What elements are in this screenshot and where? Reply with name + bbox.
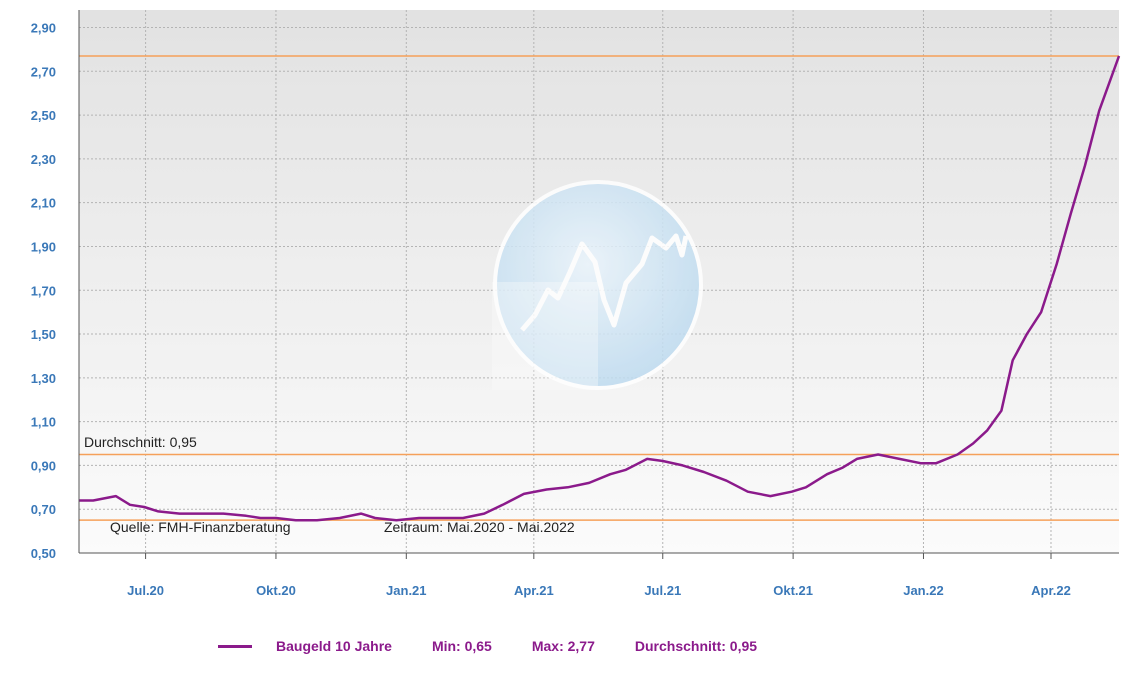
reference-lines (79, 55, 1119, 521)
legend-max: Max: 2,77 (531, 638, 595, 654)
y-tick-label: 0,70 (31, 502, 56, 517)
y-tick-label: 2,90 (31, 21, 56, 36)
watermark-notch (492, 282, 598, 390)
series-line-baugeld-10-jahre (79, 55, 1121, 522)
y-tick-label: 0,90 (31, 458, 56, 473)
y-tick-label: 0,50 (31, 546, 56, 561)
y-tick-label: 1,50 (31, 327, 56, 342)
legend-series-label: Baugeld 10 Jahre (276, 638, 392, 654)
period-annotation: Zeitraum: Mai.2020 - Mai.2022 (384, 519, 575, 535)
x-tick-label: Apr.21 (514, 583, 554, 598)
y-tick-label: 1,30 (31, 371, 56, 386)
legend-average: Durchschnitt: 0,95 (634, 638, 758, 654)
y-tick-label: 1,10 (31, 415, 56, 430)
y-tick-label: 1,70 (31, 283, 56, 298)
series-lines (79, 55, 1121, 522)
x-tick-label: Jul.20 (127, 583, 164, 598)
legend: Baugeld 10 Jahre Min: 0,65 Max: 2,77 Dur… (218, 636, 797, 656)
y-tick-label: 2,30 (31, 152, 56, 167)
watermark-trend-icon (520, 233, 689, 332)
x-tick-label: Okt.20 (256, 583, 296, 598)
average-annotation: Durchschnitt: 0,95 (84, 434, 197, 450)
x-tick-label: Jul.21 (644, 583, 681, 598)
legend-min: Min: 0,65 (431, 638, 492, 654)
x-axis-tick-labels: Jul.20 Okt.20 Jan.21 Apr.21 Jul.21 Okt.21 Jan.… (127, 583, 1071, 598)
y-axis-tick-labels: 2,90 2,70 2,50 2,30 2,10 1,90 1,70 1,50 1,30 1,10… (31, 21, 56, 561)
y-tick-label: 2,10 (31, 196, 56, 211)
x-tick-label: Jan.21 (386, 583, 426, 598)
y-tick-label: 1,90 (31, 239, 56, 254)
watermark-logo (492, 180, 703, 390)
x-tick-label: Jan.22 (903, 583, 943, 598)
x-tick-label: Okt.21 (773, 583, 813, 598)
y-tick-label: 2,50 (31, 108, 56, 123)
x-tick-label: Apr.22 (1031, 583, 1071, 598)
y-tick-label: 2,70 (31, 64, 56, 79)
legend-swatch (218, 644, 252, 648)
source-annotation: Quelle: FMH-Finanzberatung (110, 519, 291, 535)
